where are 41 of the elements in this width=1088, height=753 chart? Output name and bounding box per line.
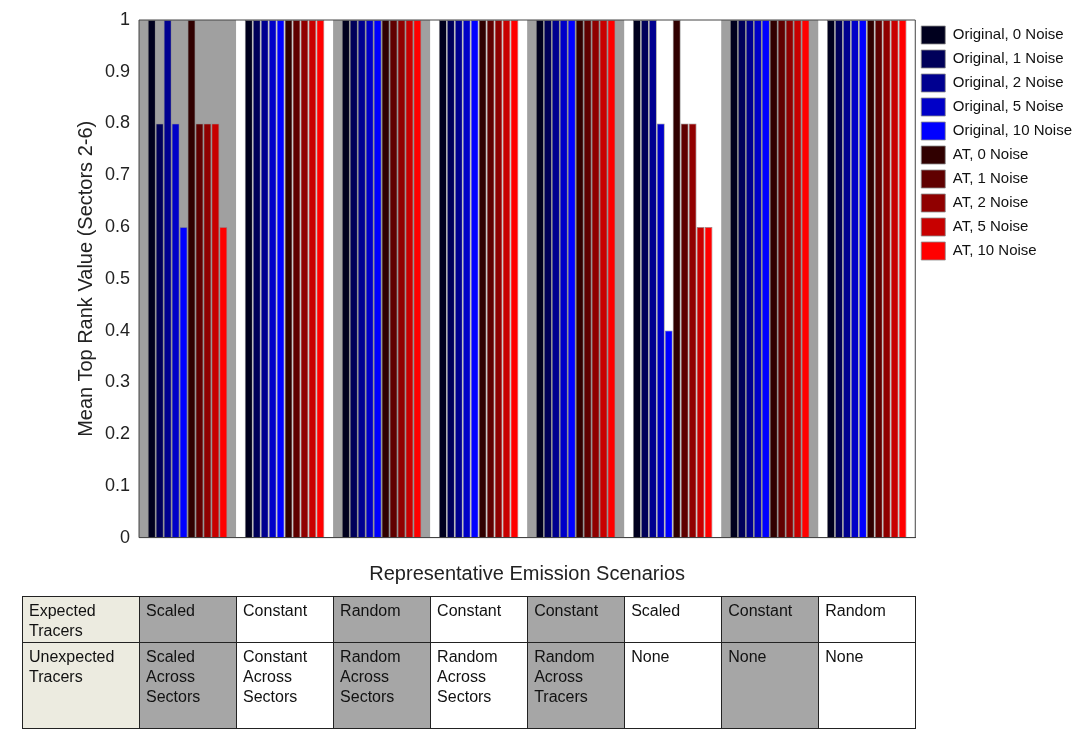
legend-label: Original, 0 Noise [952, 25, 1064, 43]
text: Random Across Sectors [333, 642, 432, 729]
legend-label: Original, 2 Noise [952, 73, 1064, 91]
legend-label: AT, 2 Noise [952, 193, 1029, 211]
legend-label: Original, 10 Noise [952, 121, 1073, 139]
y-tick-label: 0.7 [104, 164, 131, 185]
text: None [624, 642, 723, 729]
text: Random [818, 596, 917, 643]
x-axis-title: Representative Emission Scenarios [369, 561, 685, 584]
text: Random Across Sectors [430, 642, 529, 729]
legend-label: AT, 5 Noise [952, 217, 1029, 235]
text: Scaled Across Sectors [139, 642, 238, 729]
y-tick-label: 0.3 [104, 371, 131, 392]
text: None [721, 642, 820, 729]
text: Random Across Tracers [527, 642, 626, 729]
y-tick-label: 0.6 [104, 216, 131, 237]
text: Constant Across Sectors [236, 642, 335, 729]
text: None [818, 642, 917, 729]
y-tick-label: 0.2 [104, 423, 131, 444]
y-tick-label: 0 [120, 526, 131, 547]
y-tick-label: 0.4 [104, 319, 131, 340]
y-axis-title: Mean Top Rank Value (Sectors 2-6) [73, 120, 96, 437]
y-tick-label: 0.1 [104, 474, 131, 495]
legend-label: AT, 0 Noise [952, 145, 1029, 163]
text: Constant [721, 596, 820, 643]
text: Scaled [624, 596, 723, 643]
text: Constant [527, 596, 626, 643]
y-tick-label: 0.9 [104, 60, 131, 81]
text: Constant [430, 596, 529, 643]
text: Random [333, 596, 432, 643]
legend-label: AT, 1 Noise [952, 169, 1029, 187]
y-tick-label: 0.8 [104, 112, 131, 133]
text: Unexpected Tracers [22, 642, 141, 729]
legend-label: Original, 5 Noise [952, 97, 1064, 115]
text: Expected Tracers [22, 596, 141, 643]
text: Constant [236, 596, 335, 643]
legend-label: Original, 1 Noise [952, 49, 1064, 67]
legend-label: AT, 10 Noise [952, 241, 1037, 259]
y-tick-label: 1 [120, 8, 131, 29]
y-tick-label: 0.5 [104, 267, 131, 288]
text: Scaled [139, 596, 238, 643]
